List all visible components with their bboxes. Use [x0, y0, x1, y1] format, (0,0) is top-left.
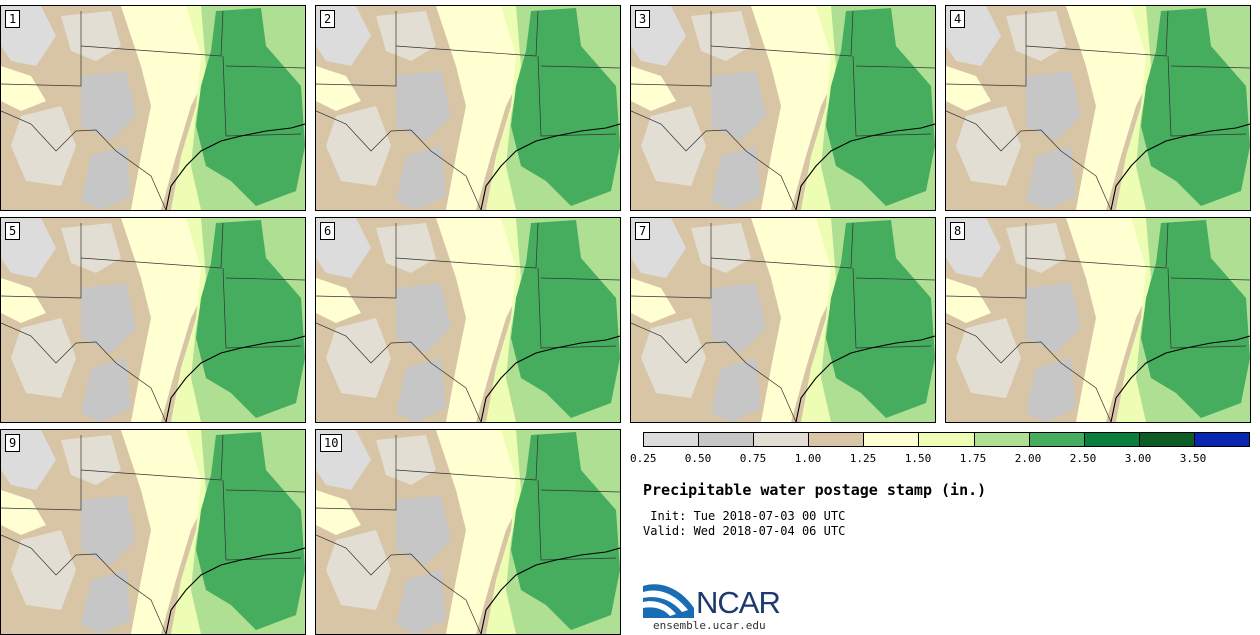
colorbar: [643, 432, 1250, 447]
stamp-number: 10: [320, 434, 343, 452]
stamp-map: [631, 218, 935, 422]
colorbar-label: 1.75: [959, 452, 987, 465]
stamp-number: 9: [5, 434, 21, 452]
stamp-number: 1: [5, 10, 21, 28]
stamp-6[interactable]: 6: [315, 217, 621, 423]
colorbar-label: 3.50: [1179, 452, 1207, 465]
stamp-4[interactable]: 4: [945, 5, 1251, 211]
stamp-number: 4: [950, 10, 966, 28]
colorbar-bin: [699, 433, 755, 446]
stamp-map: [631, 6, 935, 210]
ncar-wordmark: NCAR: [696, 585, 781, 620]
stamp-number: 7: [635, 222, 651, 240]
colorbar-bin: [1029, 433, 1085, 446]
ncar-logo-icon: [643, 584, 694, 618]
stamp-number: 2: [320, 10, 336, 28]
colorbar-labels: 0.25 0.50 0.75 1.00 1.25 1.50 1.75 2.00 2.50 3.00…: [630, 452, 1248, 466]
stamp-9[interactable]: 9: [0, 429, 306, 635]
colorbar-label: 0.50: [684, 452, 712, 465]
stamp-1[interactable]: 1: [0, 5, 306, 211]
colorbar-label: 1.00: [794, 452, 822, 465]
colorbar-label: 3.00: [1124, 452, 1152, 465]
colorbar-bin: [809, 433, 865, 446]
colorbar-bin: [1194, 433, 1250, 446]
colorbar-bin: [644, 433, 700, 446]
stamp-number: 6: [320, 222, 336, 240]
colorbar-bin: [1139, 433, 1195, 446]
valid-time: Valid: Wed 2018-07-04 06 UTC: [643, 524, 846, 538]
stamp-map: [1, 218, 305, 422]
stamp-map: [946, 6, 1250, 210]
stamp-number: 5: [5, 222, 21, 240]
stamp-map: [316, 218, 620, 422]
stamp-map: [316, 430, 620, 634]
colorbar-bin: [864, 433, 920, 446]
stamp-number: 8: [950, 222, 966, 240]
colorbar-bin: [919, 433, 975, 446]
ncar-url: ensemble.ucar.edu: [653, 619, 766, 632]
stamp-map: [1, 430, 305, 634]
colorbar-label: 1.50: [904, 452, 932, 465]
page-title: Precipitable water postage stamp (in.): [643, 481, 987, 499]
stamp-map: [316, 6, 620, 210]
stamp-8[interactable]: 8: [945, 217, 1251, 423]
colorbar-label: 2.50: [1069, 452, 1097, 465]
stamp-map: [1, 6, 305, 210]
colorbar-bin: [1084, 433, 1140, 446]
colorbar-label: 0.75: [739, 452, 767, 465]
colorbar-label: 0.25: [630, 452, 657, 465]
stamp-7[interactable]: 7: [630, 217, 936, 423]
colorbar-label: 1.25: [849, 452, 877, 465]
colorbar-label: 2.00: [1014, 452, 1042, 465]
init-time: Init: Tue 2018-07-03 00 UTC: [643, 509, 846, 523]
stamp-3[interactable]: 3: [630, 5, 936, 211]
stamp-2[interactable]: 2: [315, 5, 621, 211]
colorbar-bin: [974, 433, 1030, 446]
stamp-5[interactable]: 5: [0, 217, 306, 423]
colorbar-bin: [754, 433, 810, 446]
stamp-map: [946, 218, 1250, 422]
stamp-10[interactable]: 10: [315, 429, 621, 635]
stamp-number: 3: [635, 10, 651, 28]
